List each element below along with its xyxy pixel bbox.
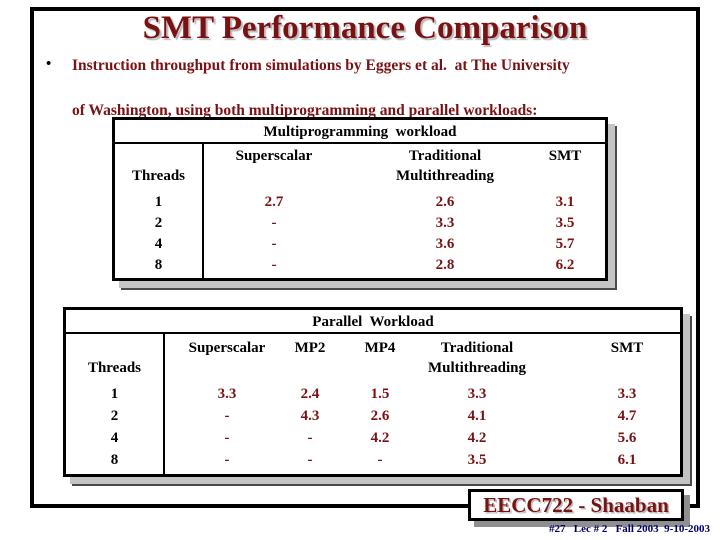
smt-column: SMT 3.1 3.5 5.7 6.2	[520, 144, 610, 278]
cell-value: 2.6	[370, 408, 390, 424]
slide-title: SMT Performance Comparison	[142, 10, 588, 46]
cell-value: 2.8	[435, 257, 455, 273]
cell-value: -	[224, 430, 230, 446]
cell-value: 2.6	[435, 194, 455, 210]
table-title: Parallel Workload	[66, 310, 680, 334]
bullet-text-line-2: of Washington, using both multiprogrammi…	[72, 102, 538, 119]
traditional-multithreading-column: Traditional Multithreading 2.6 3.3 3.6 2…	[355, 144, 535, 278]
cell-value: 4.7	[617, 408, 637, 424]
cell-value: -	[224, 408, 230, 424]
column-divider	[202, 144, 204, 278]
table-body: Threads 1 2 4 8 Superscalar 2.7 - - - Tr…	[115, 144, 605, 278]
thread-count: 4	[110, 430, 119, 446]
cell-value: 5.7	[555, 236, 575, 252]
cell-value: 3.3	[217, 386, 237, 402]
thread-count: 8	[154, 257, 163, 273]
cell-value: -	[307, 452, 313, 468]
column-header: Traditional	[408, 148, 482, 164]
thread-count: 4	[154, 236, 163, 252]
lecture-meta: #27 Lec # 2 Fall 2003 9-10-2003	[548, 523, 710, 535]
cell-value: -	[271, 236, 277, 252]
threads-column: Threads 1 2 4 8	[115, 144, 202, 278]
cell-value: 3.1	[555, 194, 575, 210]
thread-count: 1	[110, 386, 119, 402]
cell-value: -	[377, 452, 383, 468]
smt-column: SMT 3.3 4.7 5.6 6.1	[587, 334, 667, 474]
column-subheader: Multithreading	[395, 168, 495, 184]
mp4-column: MP4 1.5 2.6 4.2 -	[350, 334, 410, 474]
column-subheader: Multithreading	[427, 360, 527, 376]
bullet-text-line-1: Instruction throughput from simulations …	[72, 57, 570, 74]
cell-value: 6.2	[555, 257, 575, 273]
parallel-table: Parallel Workload Threads 1 2 4 8 Supers…	[63, 307, 683, 477]
cell-value: -	[271, 215, 277, 231]
traditional-multithreading-column: Traditional Multithreading 3.3 4.1 4.2 3…	[387, 334, 567, 474]
table-body: Threads 1 2 4 8 Superscalar 3.3 - - - MP…	[66, 334, 680, 474]
course-footer-box: EECC722 - Shaaban	[468, 489, 684, 521]
table-title: Multiprogramming workload	[115, 120, 605, 144]
multiprogramming-table: Multiprogramming workload Threads 1 2 4 …	[112, 117, 608, 281]
superscalar-column: Superscalar 3.3 - - -	[167, 334, 287, 474]
bullet-icon: •	[46, 56, 52, 72]
course-footer-label: EECC722 - Shaaban	[483, 493, 669, 517]
mp2-column: MP2 2.4 4.3 - -	[280, 334, 340, 474]
column-header: MP2	[294, 340, 326, 356]
cell-value: 6.1	[617, 452, 637, 468]
threads-column: Threads 1 2 4 8	[66, 334, 163, 474]
cell-value: -	[271, 257, 277, 273]
thread-count: 2	[154, 215, 163, 231]
column-header: Superscalar	[235, 148, 313, 164]
cell-value: 2.4	[300, 386, 320, 402]
column-divider	[163, 334, 165, 474]
cell-value: 5.6	[617, 430, 637, 446]
cell-value: -	[307, 430, 313, 446]
cell-value: 3.3	[435, 215, 455, 231]
cell-value: 4.3	[300, 408, 320, 424]
thread-count: 2	[110, 408, 119, 424]
cell-value: 1.5	[370, 386, 390, 402]
superscalar-column: Superscalar 2.7 - - -	[204, 144, 344, 278]
threads-label: Threads	[131, 168, 186, 184]
threads-label: Threads	[87, 360, 142, 376]
cell-value: 3.5	[467, 452, 487, 468]
cell-value: 3.3	[467, 386, 487, 402]
column-header: SMT	[610, 340, 644, 356]
thread-count: 1	[154, 194, 163, 210]
cell-value: 3.6	[435, 236, 455, 252]
column-header: Traditional	[440, 340, 514, 356]
cell-value: 4.2	[467, 430, 487, 446]
column-header: MP4	[364, 340, 396, 356]
cell-value: 4.1	[467, 408, 487, 424]
cell-value: 3.5	[555, 215, 575, 231]
bullet-text: Instruction throughput from simulations …	[72, 55, 692, 123]
cell-value: 4.2	[370, 430, 390, 446]
cell-value: 3.3	[617, 386, 637, 402]
cell-value: 2.7	[264, 194, 284, 210]
cell-value: -	[224, 452, 230, 468]
column-header: SMT	[548, 148, 582, 164]
column-header: Superscalar	[188, 340, 266, 356]
thread-count: 8	[110, 452, 119, 468]
